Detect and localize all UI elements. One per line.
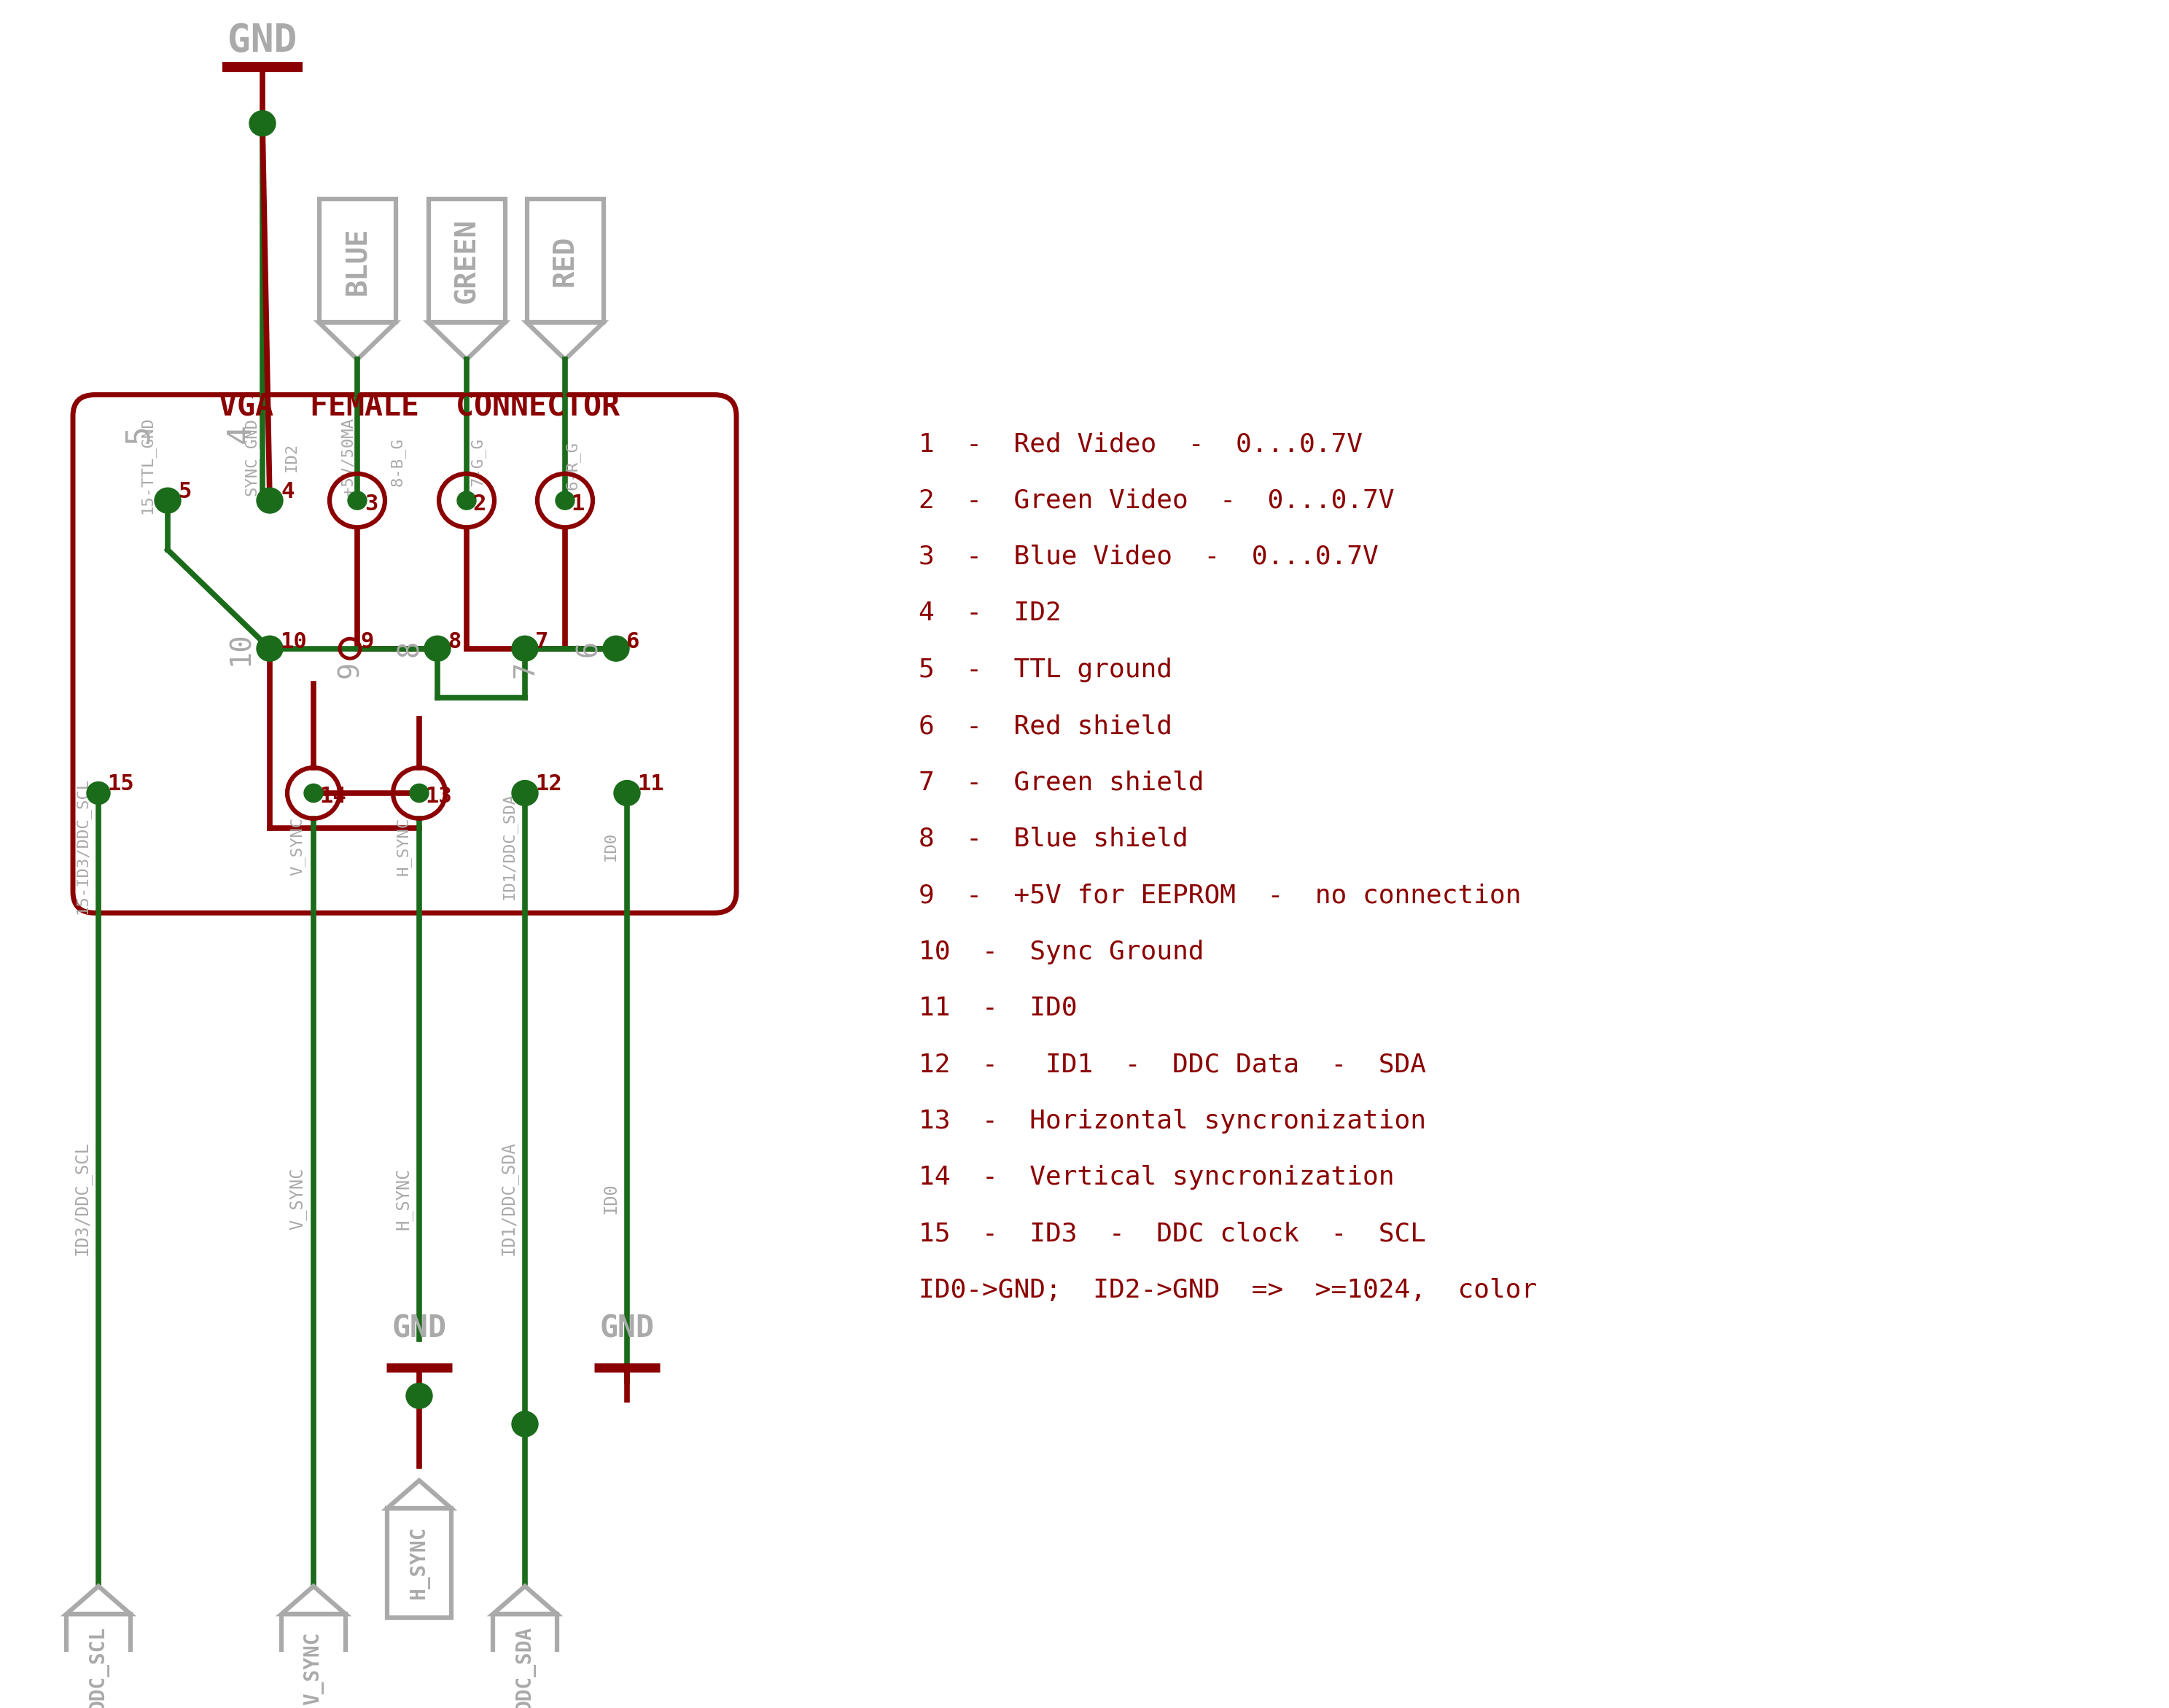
Text: ID2: ID2 (284, 442, 299, 471)
Text: 15-ID3/DDC_SCL: 15-ID3/DDC_SCL (74, 777, 91, 914)
Text: 7-G_G: 7-G_G (471, 437, 486, 487)
Circle shape (304, 784, 323, 803)
Text: 15-TTL_GND: 15-TTL_GND (139, 417, 154, 514)
Text: 6-R_G: 6-R_G (564, 441, 579, 490)
Circle shape (87, 782, 111, 804)
Text: 10: 10 (228, 632, 254, 666)
Text: 13  -  Horizontal syncronization: 13 - Horizontal syncronization (920, 1108, 1425, 1134)
Text: 5: 5 (124, 424, 154, 444)
Text: GND: GND (228, 22, 297, 60)
Text: V_SYNC: V_SYNC (291, 816, 306, 874)
Text: BLUE: BLUE (343, 227, 371, 295)
Circle shape (458, 492, 475, 509)
Text: 15: 15 (106, 774, 134, 794)
Text: 10: 10 (280, 630, 306, 652)
Text: 4  -  ID2: 4 - ID2 (920, 601, 1061, 625)
Text: 3  -  Blue Video  -  0...0.7V: 3 - Blue Video - 0...0.7V (920, 545, 1379, 569)
Text: GND: GND (393, 1313, 447, 1344)
Text: 2: 2 (473, 494, 486, 514)
Circle shape (614, 781, 640, 806)
Text: 13: 13 (425, 786, 451, 808)
Text: 4: 4 (226, 424, 256, 444)
Text: 9  -  +5V for EEPROM  -  no connection: 9 - +5V for EEPROM - no connection (920, 883, 1520, 907)
Text: +5V/50MA: +5V/50MA (341, 418, 356, 495)
Text: GREEN: GREEN (453, 219, 482, 304)
Text: 7: 7 (512, 661, 538, 678)
Circle shape (256, 635, 282, 661)
Text: 14: 14 (319, 786, 347, 808)
Circle shape (512, 1411, 538, 1436)
Text: ID0: ID0 (603, 1184, 620, 1214)
Circle shape (512, 635, 538, 661)
Text: ID0: ID0 (603, 832, 618, 861)
Text: V_SYNC: V_SYNC (304, 1633, 323, 1705)
Circle shape (256, 488, 282, 512)
Text: 9: 9 (336, 661, 364, 678)
Text: 11: 11 (638, 774, 664, 794)
Text: SYNC_GND: SYNC_GND (243, 418, 258, 495)
Text: 8  -  Blue shield: 8 - Blue shield (920, 827, 1189, 851)
Circle shape (347, 492, 367, 509)
Circle shape (154, 488, 180, 512)
Text: 8: 8 (397, 640, 423, 658)
Text: 12: 12 (536, 774, 562, 794)
Text: H_SYNC: H_SYNC (395, 816, 410, 874)
Text: 7: 7 (536, 630, 549, 652)
Circle shape (603, 635, 629, 661)
Text: ID0->GND;  ID2->GND  =>  >=1024,  color: ID0->GND; ID2->GND => >=1024, color (920, 1278, 1538, 1303)
Text: 9: 9 (360, 630, 373, 652)
Text: 1: 1 (570, 494, 583, 514)
Text: 11  -  ID0: 11 - ID0 (920, 996, 1078, 1020)
Circle shape (555, 492, 575, 509)
Text: 1  -  Red Video  -  0...0.7V: 1 - Red Video - 0...0.7V (920, 432, 1362, 456)
Text: 7  -  Green shield: 7 - Green shield (920, 770, 1204, 794)
Text: 5: 5 (178, 480, 193, 502)
Text: H_SYNC: H_SYNC (395, 1167, 412, 1230)
Circle shape (512, 781, 538, 806)
Text: 2  -  Green Video  -  0...0.7V: 2 - Green Video - 0...0.7V (920, 488, 1395, 512)
Text: DDC_SCL: DDC_SCL (89, 1626, 108, 1708)
Circle shape (249, 111, 275, 137)
Circle shape (425, 635, 451, 661)
Text: RED: RED (551, 236, 579, 287)
Text: V_SYNC: V_SYNC (288, 1167, 306, 1230)
Text: 10  -  Sync Ground: 10 - Sync Ground (920, 939, 1204, 963)
Text: 6: 6 (627, 630, 640, 652)
Text: ID1/DDC_SDA: ID1/DDC_SDA (501, 1141, 518, 1255)
Text: 8: 8 (447, 630, 462, 652)
Text: 6: 6 (575, 640, 603, 658)
Text: ID1/DDC_SDA: ID1/DDC_SDA (501, 793, 516, 900)
Text: 8-B_G: 8-B_G (390, 437, 406, 487)
Text: DDC_SDA: DDC_SDA (514, 1626, 536, 1708)
Text: 4: 4 (280, 480, 295, 502)
Text: 6  -  Red shield: 6 - Red shield (920, 714, 1173, 738)
Text: H_SYNC: H_SYNC (410, 1527, 429, 1600)
Text: 15  -  ID3  -  DDC clock  -  SCL: 15 - ID3 - DDC clock - SCL (920, 1221, 1425, 1247)
Text: GND: GND (599, 1313, 655, 1344)
Circle shape (410, 784, 429, 803)
Text: ID3/DDC_SCL: ID3/DDC_SCL (74, 1141, 91, 1255)
Text: 12  -   ID1  -  DDC Data  -  SDA: 12 - ID1 - DDC Data - SDA (920, 1052, 1425, 1076)
Text: 3: 3 (364, 494, 377, 514)
Text: 5  -  TTL ground: 5 - TTL ground (920, 658, 1173, 681)
Circle shape (406, 1383, 432, 1409)
Text: VGA  FEMALE  CONNECTOR: VGA FEMALE CONNECTOR (219, 393, 620, 424)
Text: 14  -  Vertical syncronization: 14 - Vertical syncronization (920, 1165, 1395, 1190)
